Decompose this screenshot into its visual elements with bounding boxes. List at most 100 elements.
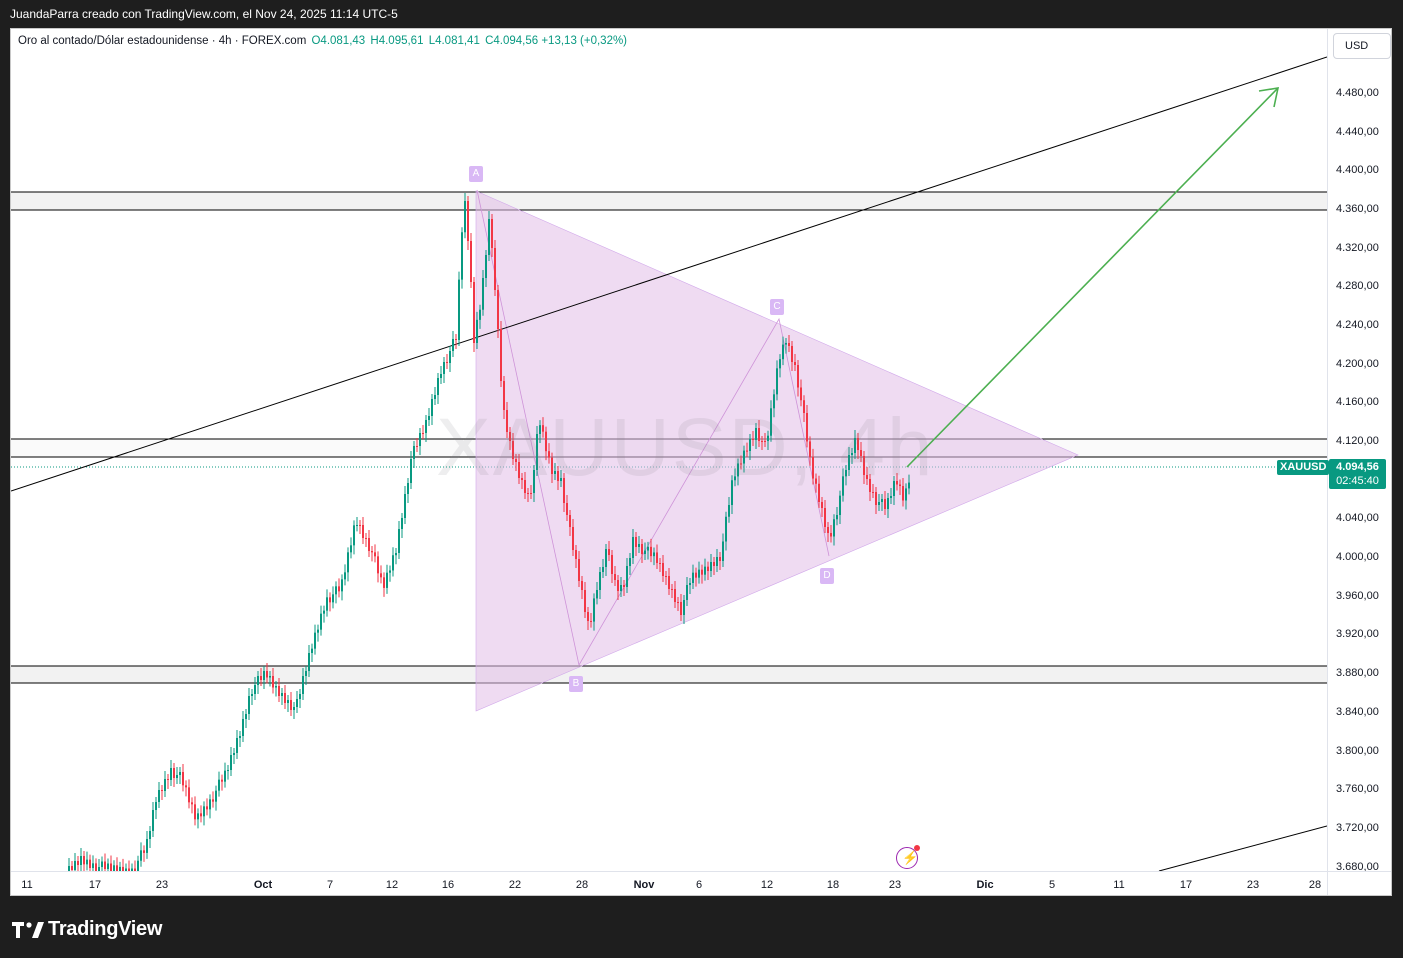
symbol-description[interactable]: Oro al contado/Dólar estadounidense · 4h… bbox=[18, 35, 307, 47]
candle-body bbox=[485, 255, 487, 278]
candle-body bbox=[236, 738, 238, 753]
candle-body bbox=[242, 719, 244, 736]
price-axis[interactable]: USD 4.480,00 4.440,00 4.400,00 4.360,00 4.32… bbox=[1327, 29, 1391, 873]
candle-body bbox=[605, 549, 607, 567]
candle-body bbox=[794, 362, 796, 365]
candle-body bbox=[587, 612, 589, 621]
candle-body bbox=[371, 551, 373, 553]
candle-body bbox=[272, 676, 274, 688]
candle-body bbox=[209, 799, 211, 810]
candle-body bbox=[188, 787, 190, 803]
candle-body bbox=[269, 676, 271, 678]
candle-body bbox=[197, 813, 199, 820]
chart-panel[interactable]: XAUUSD, 4h A B C D Oro al contado/Dólar … bbox=[10, 28, 1392, 896]
candle-body bbox=[467, 201, 469, 241]
candle-body bbox=[833, 519, 835, 537]
candle-body bbox=[275, 686, 277, 688]
price-tick-label: 4.000,00 bbox=[1336, 551, 1379, 563]
currency-button[interactable]: USD bbox=[1333, 33, 1391, 59]
candle-body bbox=[623, 585, 625, 587]
candle-body bbox=[647, 546, 649, 551]
candle-body bbox=[431, 399, 433, 416]
candle-body bbox=[203, 806, 205, 817]
candle-body bbox=[908, 482, 910, 489]
candle-body bbox=[572, 527, 574, 550]
candle-body bbox=[815, 478, 817, 484]
candle-body bbox=[389, 570, 391, 573]
candle-body bbox=[500, 329, 502, 381]
candle-body bbox=[581, 581, 583, 590]
candle-body bbox=[464, 201, 466, 233]
candle-body bbox=[416, 446, 418, 447]
candle-body bbox=[749, 439, 751, 451]
candle-body bbox=[455, 339, 457, 340]
candle-body bbox=[722, 541, 724, 561]
time-tick-label: 17 bbox=[88, 879, 102, 891]
candle-body bbox=[782, 344, 784, 360]
candle-body bbox=[518, 462, 520, 478]
candle-body bbox=[599, 572, 601, 590]
candle-body bbox=[686, 585, 688, 600]
candle-body bbox=[380, 573, 382, 578]
pattern-point-a: A bbox=[469, 166, 483, 182]
candle-body bbox=[221, 779, 223, 782]
price-tick-label: 4.320,00 bbox=[1336, 242, 1379, 254]
candle-body bbox=[281, 693, 283, 696]
candle-body bbox=[212, 799, 214, 802]
candle-body bbox=[878, 502, 880, 505]
candle-body bbox=[725, 516, 727, 542]
candle-body bbox=[557, 471, 559, 481]
candle-body bbox=[512, 441, 514, 459]
candle-body bbox=[635, 537, 637, 547]
candle-body bbox=[278, 686, 280, 696]
legend-open: O4.081,43 bbox=[311, 35, 366, 47]
candle-body bbox=[338, 586, 340, 592]
legend-close: C4.094,56 bbox=[485, 35, 539, 47]
candle-body bbox=[734, 476, 736, 481]
candle-body bbox=[881, 499, 883, 502]
legend-high: H4.095,61 bbox=[370, 35, 424, 47]
candle-body bbox=[860, 450, 862, 456]
legend-low: L4.081,41 bbox=[428, 35, 480, 47]
candle-body bbox=[692, 572, 694, 583]
pattern-point-d: D bbox=[820, 568, 834, 584]
candle-body bbox=[458, 279, 460, 340]
candle-body bbox=[200, 813, 202, 817]
candle-body bbox=[740, 463, 742, 465]
candle-body bbox=[752, 439, 754, 440]
candle-body bbox=[698, 569, 700, 578]
price-tick-label: 4.400,00 bbox=[1336, 164, 1379, 176]
candle-body bbox=[413, 446, 415, 459]
candle-body bbox=[395, 553, 397, 556]
candle-body bbox=[644, 550, 646, 554]
chart-canvas[interactable] bbox=[11, 29, 1327, 871]
time-tick-label: 28 bbox=[575, 879, 589, 891]
candle-body bbox=[554, 471, 556, 474]
candle-body bbox=[689, 583, 691, 585]
candle-body bbox=[446, 362, 448, 363]
support-zone-lower bbox=[11, 666, 1327, 683]
candle-body bbox=[473, 282, 475, 343]
time-tick-label: 12 bbox=[385, 879, 399, 891]
candle-body bbox=[170, 768, 172, 780]
lightning-glyph: ⚡ bbox=[902, 850, 919, 865]
candle-body bbox=[527, 493, 529, 494]
candle-body bbox=[140, 850, 142, 861]
candle-body bbox=[848, 455, 850, 470]
lightning-icon[interactable]: ⚡ bbox=[896, 845, 920, 869]
trendline-lower-channel bbox=[1158, 825, 1327, 871]
time-axis[interactable]: 11 17 23 Oct 7 12 16 22 28 Nov 6 12 18 23 Dic 5 11 17 23 28 bbox=[11, 871, 1327, 895]
candle-body bbox=[659, 563, 661, 564]
candle-body bbox=[80, 856, 82, 865]
candle-body bbox=[602, 567, 604, 572]
time-tick-label: 17 bbox=[1179, 879, 1193, 891]
candle-body bbox=[677, 602, 679, 603]
candle-body bbox=[674, 589, 676, 602]
candle-body bbox=[791, 346, 793, 362]
candle-body bbox=[542, 425, 544, 432]
trendline-upper-channel bbox=[11, 56, 1327, 492]
tradingview-logo[interactable]: TradingView bbox=[12, 918, 162, 941]
chart-legend: Oro al contado/Dólar estadounidense · 4h… bbox=[18, 35, 627, 47]
candle-body bbox=[857, 438, 859, 450]
candle-body bbox=[758, 428, 760, 441]
